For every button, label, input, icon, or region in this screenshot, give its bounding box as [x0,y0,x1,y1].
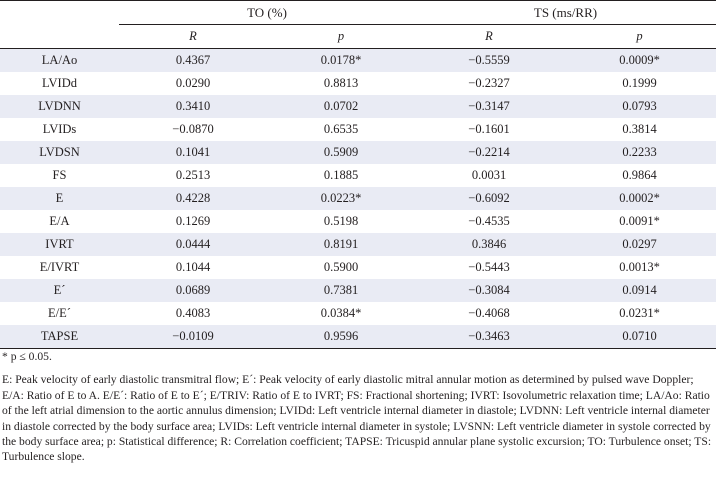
correlation-table: TO (%) TS (ms/RR) R p R p LA/Ao 0.4367 0.0… [0,0,716,349]
to-r-cell: 0.1269 [119,210,267,233]
to-p-cell: 0.9596 [267,325,415,349]
table-body: LA/Ao 0.4367 0.0178* −0.5559 0.0009* LVIDd 0.… [0,48,716,349]
to-p-cell: 0.0702 [267,95,415,118]
table-row: FS 0.2513 0.1885 0.0031 0.9864 [0,164,716,187]
abbreviation-legend: E: Peak velocity of early diastolic tran… [2,373,712,464]
ts-p-cell: 0.0793 [563,95,716,118]
to-p-cell: 0.8191 [267,233,415,256]
to-r-cell: 0.0444 [119,233,267,256]
row-label: E/A [0,210,119,233]
table-footnotes: * p ≤ 0.05. E: Peak velocity of early di… [2,349,714,465]
ts-p-cell: 0.2233 [563,141,716,164]
ts-r-cell: −0.3084 [415,279,563,302]
to-r-cell: 0.4083 [119,302,267,325]
ts-p-cell: 0.0091* [563,210,716,233]
ts-p-cell: 0.3814 [563,118,716,141]
row-label: LA/Ao [0,48,119,72]
significance-note: * p ≤ 0.05. [2,350,52,363]
ts-r-cell: −0.2327 [415,72,563,95]
row-label: LVDSN [0,141,119,164]
table-row: LVIDd 0.0290 0.8813 −0.2327 0.1999 [0,72,716,95]
row-label: E/IVRT [0,256,119,279]
to-r-cell: 0.2513 [119,164,267,187]
row-label: TAPSE [0,325,119,349]
to-r-cell: 0.0689 [119,279,267,302]
table-row: LVDNN 0.3410 0.0702 −0.3147 0.0793 [0,95,716,118]
to-p-cell: 0.1885 [267,164,415,187]
to-r-cell: 0.3410 [119,95,267,118]
ts-r-cell: 0.3846 [415,233,563,256]
ts-p-cell: 0.1999 [563,72,716,95]
to-p-cell: 0.8813 [267,72,415,95]
table-subheader-row: R p R p [0,24,716,49]
to-p-cell: 0.5900 [267,256,415,279]
table-row: E/IVRT 0.1044 0.5900 −0.5443 0.0013* [0,256,716,279]
to-r-cell: −0.0109 [119,325,267,349]
table-row: E/A 0.1269 0.5198 −0.4535 0.0091* [0,210,716,233]
table-row: LVIDs −0.0870 0.6535 −0.1601 0.3814 [0,118,716,141]
to-p-cell: 0.6535 [267,118,415,141]
subheader-blank-cell [0,24,119,49]
subheader-to-r: R [119,24,267,49]
ts-r-cell: 0.0031 [415,164,563,187]
to-p-cell: 0.0178* [267,48,415,72]
ts-r-cell: −0.3147 [415,95,563,118]
ts-r-cell: −0.2214 [415,141,563,164]
subheader-ts-r: R [415,24,563,49]
ts-p-cell: 0.0013* [563,256,716,279]
row-label: LVIDd [0,72,119,95]
header-turbulence-slope: TS (ms/RR) [415,0,716,25]
to-r-cell: 0.1041 [119,141,267,164]
header-blank-cell [0,0,119,25]
table-row: LA/Ao 0.4367 0.0178* −0.5559 0.0009* [0,48,716,72]
row-label: FS [0,164,119,187]
to-r-cell: 0.4367 [119,48,267,72]
table-group-header-row: TO (%) TS (ms/RR) [0,0,716,25]
ts-r-cell: −0.6092 [415,187,563,210]
ts-r-cell: −0.4068 [415,302,563,325]
table-row: E´ 0.0689 0.7381 −0.3084 0.0914 [0,279,716,302]
table-row: TAPSE −0.0109 0.9596 −0.3463 0.0710 [0,325,716,349]
ts-r-cell: −0.5443 [415,256,563,279]
subheader-to-p: p [267,24,415,49]
table-row: LVDSN 0.1041 0.5909 −0.2214 0.2233 [0,141,716,164]
ts-r-cell: −0.1601 [415,118,563,141]
ts-p-cell: 0.0914 [563,279,716,302]
to-p-cell: 0.0384* [267,302,415,325]
to-r-cell: 0.1044 [119,256,267,279]
table-row: IVRT 0.0444 0.8191 0.3846 0.0297 [0,233,716,256]
header-turbulence-onset: TO (%) [119,0,415,25]
to-p-cell: 0.7381 [267,279,415,302]
ts-r-cell: −0.4535 [415,210,563,233]
ts-r-cell: −0.3463 [415,325,563,349]
ts-p-cell: 0.0297 [563,233,716,256]
ts-r-cell: −0.5559 [415,48,563,72]
row-label: E [0,187,119,210]
to-p-cell: 0.5909 [267,141,415,164]
to-r-cell: 0.4228 [119,187,267,210]
to-p-cell: 0.0223* [267,187,415,210]
row-label: E´ [0,279,119,302]
row-label: E/E´ [0,302,119,325]
table-row: E/E´ 0.4083 0.0384* −0.4068 0.0231* [0,302,716,325]
to-r-cell: 0.0290 [119,72,267,95]
ts-p-cell: 0.0002* [563,187,716,210]
to-p-cell: 0.5198 [267,210,415,233]
to-r-cell: −0.0870 [119,118,267,141]
row-label: LVDNN [0,95,119,118]
ts-p-cell: 0.0710 [563,325,716,349]
ts-p-cell: 0.0009* [563,48,716,72]
ts-p-cell: 0.0231* [563,302,716,325]
table-row: E 0.4228 0.0223* −0.6092 0.0002* [0,187,716,210]
subheader-ts-p: p [563,24,716,49]
row-label: IVRT [0,233,119,256]
ts-p-cell: 0.9864 [563,164,716,187]
row-label: LVIDs [0,118,119,141]
